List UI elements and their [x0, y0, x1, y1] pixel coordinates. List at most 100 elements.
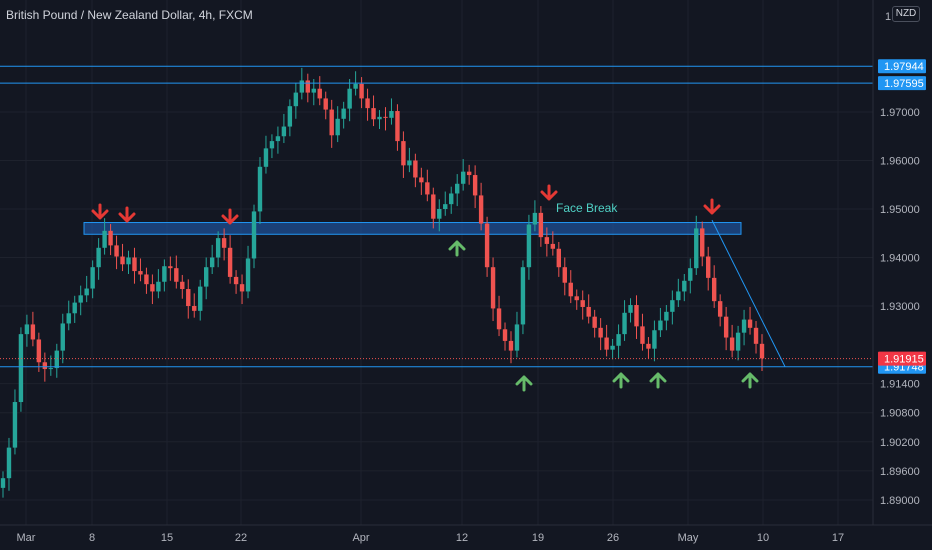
candle-body [335, 118, 340, 136]
candle-body [66, 313, 71, 324]
candle-body [239, 284, 245, 292]
candle-body [652, 330, 657, 349]
candle-body [670, 300, 675, 312]
currency-badge[interactable]: NZD [892, 6, 920, 22]
candle-body [574, 296, 579, 301]
candle-body [532, 212, 538, 225]
time-tick-label: 22 [235, 532, 247, 544]
candle-body [132, 257, 137, 272]
candle-body [24, 324, 30, 335]
candle-body [209, 257, 215, 268]
price-axis [873, 0, 932, 550]
time-tick-label: Apr [352, 532, 369, 544]
candle-body [413, 160, 418, 178]
time-tick-label: 12 [456, 532, 468, 544]
candle-body [664, 311, 669, 321]
candle-body [604, 337, 609, 350]
level-label-resistance: 1.97595 [884, 78, 924, 90]
candle-body [508, 340, 514, 351]
candle-body [706, 256, 711, 278]
candle-body [30, 324, 36, 340]
candle-body [198, 286, 203, 311]
candle-body [84, 288, 89, 296]
candle-body [365, 98, 370, 109]
candle-body [550, 243, 556, 249]
candle-body [658, 320, 663, 331]
candle-body [329, 109, 334, 136]
candle-body [616, 334, 621, 346]
candle-body [341, 108, 346, 119]
candle-body [251, 211, 257, 259]
candle-body [472, 175, 478, 196]
candle-body [431, 194, 436, 219]
candle-body [401, 141, 406, 166]
candle-body [192, 306, 197, 311]
current-price-label: 1.91915 [884, 354, 924, 366]
candle-body [305, 80, 310, 93]
candle-body [96, 247, 101, 268]
up-arrow-marker [515, 375, 533, 392]
price-tick-label: 1.90800 [880, 408, 920, 420]
candle-body [102, 230, 107, 248]
candle-body [174, 268, 179, 282]
candle-body [383, 116, 388, 118]
candle-body [203, 267, 209, 287]
level-label-resistance-box [878, 76, 926, 91]
candle-body [323, 98, 328, 110]
up-arrow-marker [649, 372, 667, 389]
candle-body [293, 92, 299, 107]
candle-body [622, 312, 627, 335]
candle-body [114, 245, 119, 257]
price-tick-label: 1.89000 [880, 495, 920, 507]
level-label-resistance: 1.97944 [884, 61, 924, 73]
price-tick-label: 1.94000 [880, 253, 920, 265]
time-tick-label: Mar [17, 532, 36, 544]
candle-body [263, 148, 269, 167]
candle-body [562, 267, 567, 283]
candle-body [138, 271, 143, 275]
price-tick-label: 1.96000 [880, 156, 920, 168]
price-tick-label: 1.97000 [880, 107, 920, 119]
down-arrow-marker [540, 184, 558, 201]
candle-body [48, 368, 54, 370]
candle-body [729, 337, 735, 351]
candle-body [311, 88, 316, 93]
candle-body [186, 289, 191, 306]
candle-body [484, 223, 490, 268]
candle-body [353, 83, 358, 89]
down-arrow-marker [221, 208, 239, 225]
price-tick-label: 1.90200 [880, 437, 920, 449]
time-tick-label: 17 [832, 532, 844, 544]
candle-body [72, 302, 77, 314]
candle-body [723, 316, 729, 338]
price-tick-label-top: 1 [885, 11, 891, 23]
candle-body [60, 323, 65, 351]
candle-body [120, 256, 125, 265]
candle-body [443, 204, 448, 209]
candle-body [747, 319, 753, 328]
candle-body [455, 183, 460, 194]
candle-body [538, 212, 544, 238]
time-tick-label: 19 [532, 532, 544, 544]
candle-body [233, 276, 239, 285]
resistance-zone [83, 222, 742, 235]
candle-body [490, 267, 496, 309]
candle-body [592, 316, 597, 328]
candle-body [628, 305, 633, 313]
candle-body [108, 230, 113, 246]
candle-body [221, 238, 227, 248]
candle-body [514, 324, 520, 351]
candle-body [449, 193, 454, 205]
level-label-resistance-box [878, 59, 926, 74]
candle-body [12, 402, 18, 448]
candle-body [156, 281, 161, 292]
candle-body [640, 326, 645, 344]
candle-body [717, 301, 723, 317]
candle-body [371, 108, 376, 120]
candle-body [359, 83, 364, 99]
candle-body [317, 88, 322, 99]
candle-body [425, 182, 430, 195]
